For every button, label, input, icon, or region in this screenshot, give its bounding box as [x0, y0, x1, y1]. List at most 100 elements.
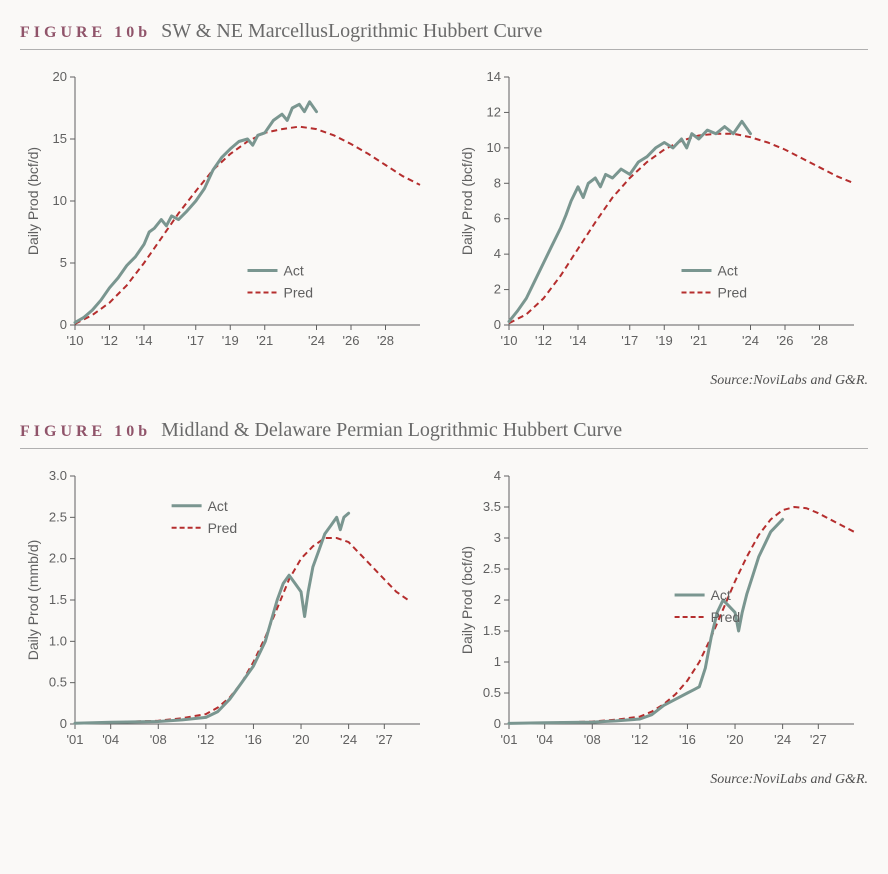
ytick-label: 2 — [494, 592, 501, 607]
xtick-label: '04 — [536, 732, 553, 747]
xtick-label: '19 — [656, 333, 673, 348]
xtick-label: '12 — [197, 732, 214, 747]
ytick-label: 1.0 — [49, 633, 67, 648]
xtick-label: '17 — [187, 333, 204, 348]
xtick-label: '19 — [222, 333, 239, 348]
legend-act-label: Act — [284, 262, 304, 278]
figure-0: FIGURE 10b SW & NE MarcellusLogrithmic Hu… — [20, 20, 868, 389]
chart: 00.511.522.533.54'01'04'08'12'16'20'24'2… — [454, 464, 864, 764]
xtick-label: '24 — [774, 732, 791, 747]
ytick-label: 0 — [494, 317, 501, 332]
ytick-label: 2.0 — [49, 551, 67, 566]
act-series — [509, 121, 751, 321]
ytick-label: 3.0 — [49, 468, 67, 483]
figure-title: SW & NE MarcellusLogrithmic Hubbert Curv… — [161, 20, 542, 42]
ytick-label: 0 — [494, 716, 501, 731]
chart-cell-1: 0 2 4 6 8 10 12 14 '10 '12 '14 '17 '19 '21 '24 '26 '28 Da… — [454, 65, 868, 365]
chart-cell-0: 05101520'10'12'14'17'19'21'24'26'28Daily… — [20, 65, 434, 365]
legend-act-label: Act — [711, 587, 731, 603]
y-axis-label: Daily Prod (mmb/d) — [25, 540, 41, 661]
xtick-label: '20 — [727, 732, 744, 747]
ytick-label: 0 — [60, 317, 67, 332]
xtick-label: '24 — [742, 333, 759, 348]
xtick-label: '20 — [293, 732, 310, 747]
legend-pred-label: Pred — [284, 284, 314, 300]
xtick-label: '08 — [150, 732, 167, 747]
legend-pred-label: Pred — [208, 520, 238, 536]
ytick-label: 2.5 — [49, 509, 67, 524]
ytick-label: 12 — [487, 104, 501, 119]
act-series — [509, 519, 783, 723]
xtick-label: '01 — [67, 732, 84, 747]
ytick-label: 1.5 — [483, 623, 501, 638]
xtick-label: '12 — [101, 333, 118, 348]
legend-pred-label: Pred — [718, 284, 748, 300]
legend: Act Pred — [248, 262, 314, 300]
ytick-label: 3.5 — [483, 499, 501, 514]
ytick-label: 2.5 — [483, 561, 501, 576]
chart-cell-0: 0 0.5 1.0 1.5 2.0 2.5 3.0 '01 '04 '08 '12 '16 '20 '24… — [20, 464, 434, 764]
xtick-label: '26 — [343, 333, 360, 348]
ytick-label: 2 — [494, 282, 501, 297]
xtick-label: '26 — [777, 333, 794, 348]
legend-pred-label: Pred — [711, 609, 741, 625]
act-series — [75, 102, 317, 323]
chart-row: 0 0.5 1.0 1.5 2.0 2.5 3.0 '01 '04 '08 '12 '16 '20 '24… — [20, 464, 868, 764]
ytick-label: 5 — [60, 255, 67, 270]
xtick-label: '21 — [690, 333, 707, 348]
xtick-label: '24 — [340, 732, 357, 747]
figure-header: FIGURE 10b SW & NE MarcellusLogrithmic Hu… — [20, 20, 868, 50]
xtick-label: '10 — [501, 333, 518, 348]
ytick-label: 0.5 — [483, 685, 501, 700]
ytick-label: 3 — [494, 530, 501, 545]
xtick-label: '08 — [584, 732, 601, 747]
ytick-label: 14 — [487, 69, 501, 84]
chart: 0 2 4 6 8 10 12 14 '10 '12 '14 '17 '19 '21 '24 '26 '28 Da… — [454, 65, 864, 365]
pred-series — [75, 538, 408, 723]
ytick-label: 0 — [60, 716, 67, 731]
legend-act-label: Act — [208, 498, 228, 514]
ytick-label: 15 — [53, 131, 67, 146]
xtick-label: '17 — [621, 333, 638, 348]
y-axis-label: Daily Prod (bcf/d) — [459, 546, 475, 654]
ytick-label: 0.5 — [49, 675, 67, 690]
ytick-label: 10 — [487, 140, 501, 155]
y-axis-label: Daily Prod (bcf/d) — [459, 147, 475, 255]
figure-label: FIGURE 10b — [20, 423, 151, 440]
pred-series — [509, 507, 854, 723]
xtick-label: '27 — [810, 732, 827, 747]
xtick-label: '04 — [102, 732, 119, 747]
legend: Act Pred — [172, 498, 238, 536]
ytick-label: 10 — [53, 193, 67, 208]
xtick-label: '28 — [377, 333, 394, 348]
ytick-label: 6 — [494, 211, 501, 226]
chart: 05101520'10'12'14'17'19'21'24'26'28Daily… — [20, 65, 430, 365]
figure-label: FIGURE 10b — [20, 24, 151, 41]
xtick-label: '14 — [136, 333, 153, 348]
ytick-label: 8 — [494, 175, 501, 190]
xtick-label: '21 — [256, 333, 273, 348]
figure-source: Source:NoviLabs and G&R. — [20, 373, 868, 389]
legend-act-label: Act — [718, 262, 738, 278]
legend: Act Pred — [682, 262, 748, 300]
ytick-label: 20 — [53, 69, 67, 84]
xtick-label: '28 — [811, 333, 828, 348]
xtick-label: '10 — [67, 333, 84, 348]
xtick-label: '14 — [570, 333, 587, 348]
pred-series — [75, 127, 420, 324]
ytick-label: 4 — [494, 246, 501, 261]
figure-title: Midland & Delaware Permian Logrithmic Hu… — [161, 419, 622, 441]
chart-cell-1: 00.511.522.533.54'01'04'08'12'16'20'24'2… — [454, 464, 868, 764]
figure-1: FIGURE 10b Midland & Delaware Permian Log… — [20, 419, 868, 788]
xtick-label: '16 — [679, 732, 696, 747]
figure-source: Source:NoviLabs and G&R. — [20, 772, 868, 788]
xtick-label: '12 — [535, 333, 552, 348]
xtick-label: '12 — [631, 732, 648, 747]
xtick-label: '27 — [376, 732, 393, 747]
chart: 0 0.5 1.0 1.5 2.0 2.5 3.0 '01 '04 '08 '12 '16 '20 '24… — [20, 464, 430, 764]
figure-header: FIGURE 10b Midland & Delaware Permian Log… — [20, 419, 868, 449]
xtick-label: '16 — [245, 732, 262, 747]
y-axis-label: Daily Prod (bcf/d) — [25, 147, 41, 255]
ytick-label: 1.5 — [49, 592, 67, 607]
xtick-label: '01 — [501, 732, 518, 747]
